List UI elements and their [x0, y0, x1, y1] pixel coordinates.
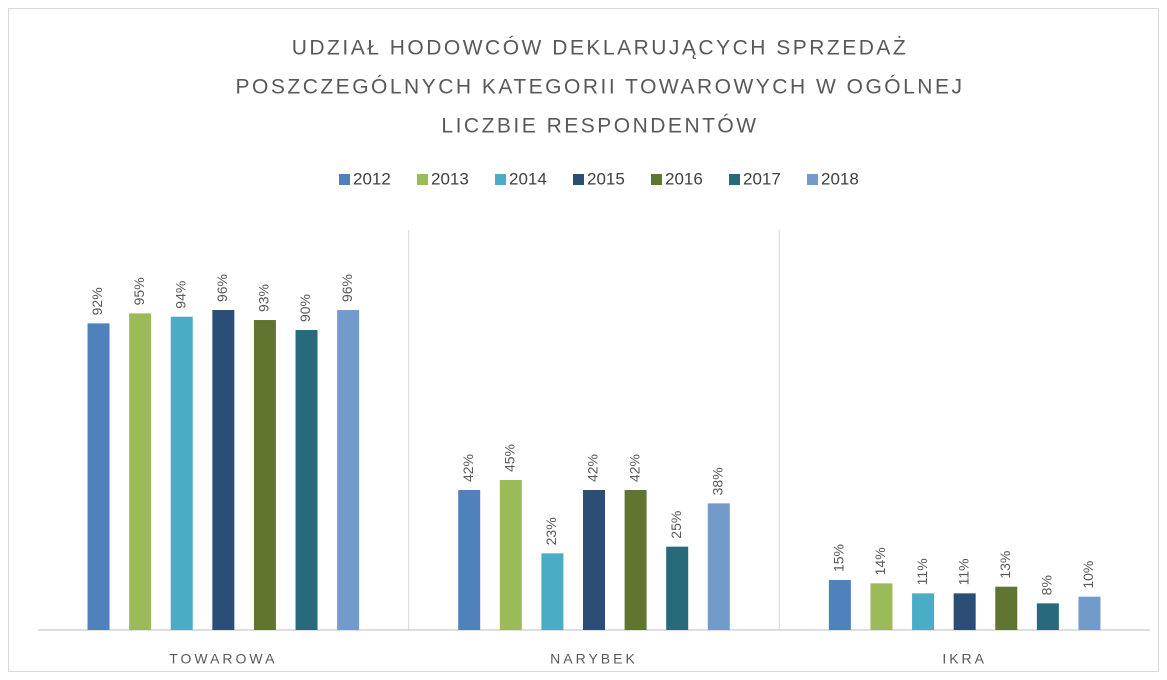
- bar: [666, 546, 689, 630]
- legend-swatch: [339, 174, 350, 185]
- bar: [541, 553, 564, 630]
- data-label: 92%: [89, 287, 105, 315]
- bar: [828, 580, 851, 630]
- bar: [129, 313, 152, 630]
- legend-label: 2017: [743, 169, 781, 188]
- chart-title: UDZIAŁ HODOWCÓW DEKLARUJĄCYCH SPRZEDAŻ: [292, 37, 909, 60]
- legend-label: 2014: [509, 169, 547, 188]
- legend-swatch: [807, 174, 818, 185]
- legend-swatch: [729, 174, 740, 185]
- legend-swatch: [573, 174, 584, 185]
- legend-label: 2013: [431, 169, 469, 188]
- data-label: 94%: [172, 281, 188, 309]
- data-label: 14%: [872, 547, 888, 575]
- data-label: 42%: [460, 454, 476, 482]
- bar: [912, 593, 935, 630]
- data-label: 23%: [543, 517, 559, 545]
- data-label: 13%: [997, 551, 1013, 579]
- legend-label: 2015: [587, 169, 625, 188]
- data-label: 38%: [710, 467, 726, 495]
- legend-swatch: [651, 174, 662, 185]
- data-label: 95%: [131, 277, 147, 305]
- data-label: 96%: [214, 274, 230, 302]
- bar: [170, 316, 193, 630]
- bar: [583, 490, 605, 630]
- bar: [1036, 603, 1059, 630]
- bar: [499, 480, 522, 630]
- data-label: 11%: [955, 558, 971, 585]
- bar: [212, 310, 235, 630]
- x-tick-label: NARYBEK: [550, 651, 638, 667]
- bar: [953, 593, 976, 630]
- chart-title: LICZBIE RESPONDENTÓW: [441, 115, 758, 138]
- x-tick-label: IKRA: [942, 651, 987, 667]
- bar: [458, 490, 481, 630]
- bar: [87, 323, 110, 630]
- legend-swatch: [495, 174, 506, 185]
- data-label: 42%: [585, 454, 601, 482]
- bar: [995, 586, 1018, 630]
- data-label: 10%: [1080, 561, 1096, 589]
- bar: [337, 310, 360, 630]
- data-label: 93%: [256, 284, 272, 312]
- legend-label: 2012: [353, 169, 391, 188]
- data-label: 42%: [626, 454, 642, 482]
- x-tick-label: TOWAROWA: [169, 651, 277, 667]
- data-label: 11%: [914, 558, 930, 585]
- bar: [870, 583, 893, 630]
- data-label: 8%: [1039, 575, 1055, 595]
- bar: [624, 490, 647, 630]
- legend-label: 2016: [665, 169, 703, 188]
- legend-swatch: [417, 174, 428, 185]
- data-label: 15%: [831, 544, 847, 572]
- chart-title: POSZCZEGÓLNYCH KATEGORII TOWAROWYCH W OG…: [236, 76, 965, 99]
- data-label: 25%: [668, 511, 684, 539]
- bar: [295, 330, 318, 630]
- bar: [707, 503, 730, 630]
- bar: [1078, 596, 1101, 630]
- legend-label: 2018: [821, 169, 859, 188]
- bar: [253, 320, 276, 630]
- data-label: 96%: [339, 274, 355, 302]
- data-label: 45%: [502, 444, 518, 472]
- data-label: 90%: [297, 294, 313, 322]
